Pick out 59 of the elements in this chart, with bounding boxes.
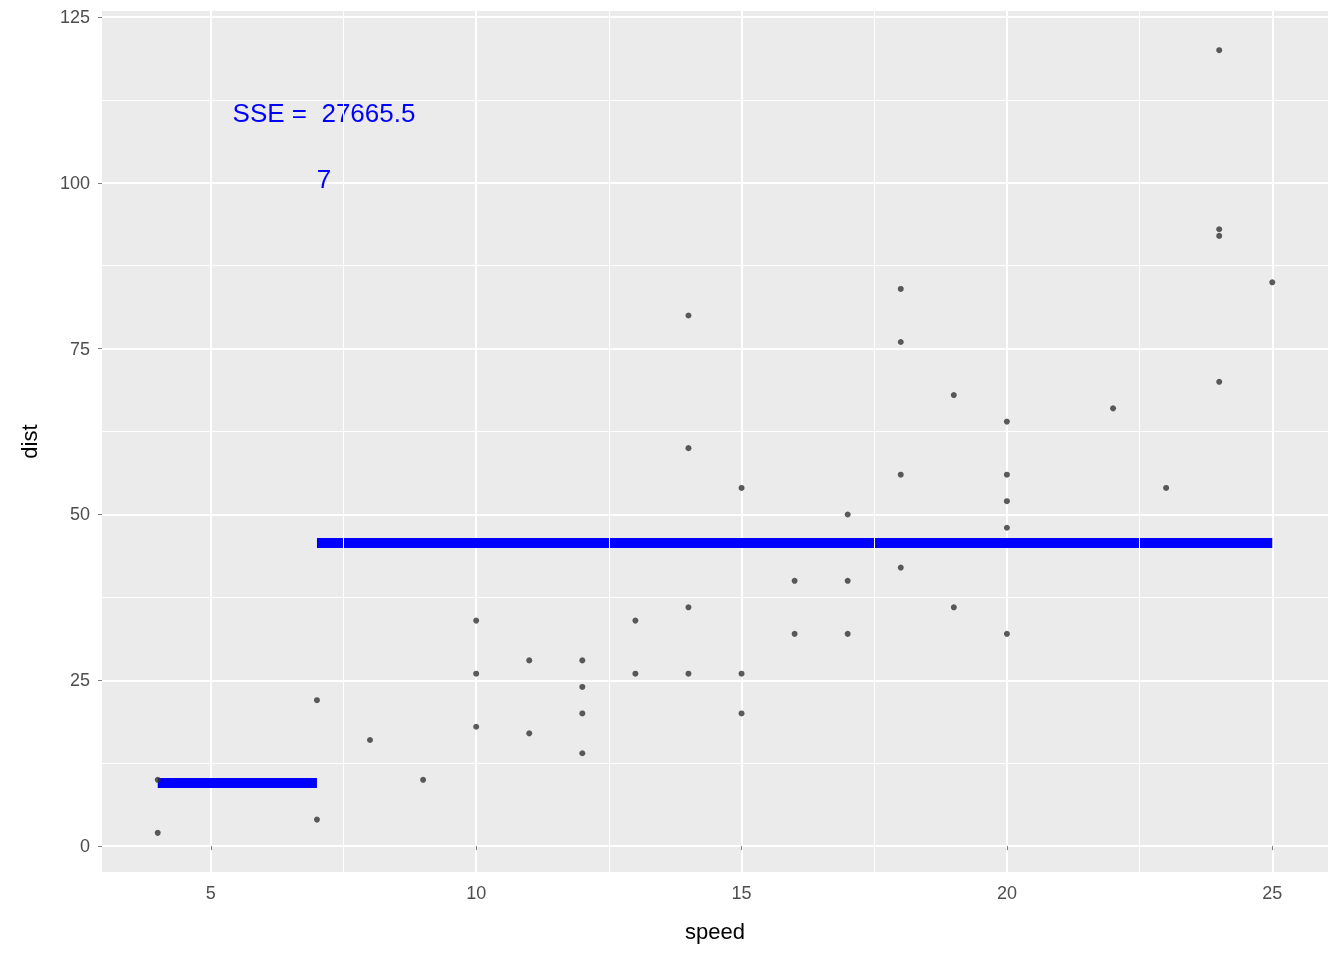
y-tick-label: 125 [59,7,90,27]
point [1003,630,1010,637]
point [1003,498,1010,505]
y-tick-label: 100 [59,172,90,193]
point [632,670,639,677]
point [897,564,904,571]
point [1003,524,1010,531]
point [473,723,480,730]
point [1216,226,1223,233]
point [473,617,480,624]
point [1216,232,1223,239]
annotation: 7 [316,164,332,195]
point [1003,418,1010,425]
point [1163,484,1170,491]
point [526,730,533,737]
point [420,776,427,783]
point [1216,378,1223,385]
point [579,750,586,757]
x-tick-label: 25 [1262,883,1283,903]
point [632,617,639,624]
point [154,776,161,783]
point [579,657,586,664]
point [844,577,851,584]
point [685,604,692,611]
x-tick-label: 10 [466,883,487,903]
x-tick-label: 5 [205,883,216,903]
point [526,657,533,664]
x-tick-label: 20 [996,883,1017,903]
point [685,670,692,677]
x-axis-title: speed [685,918,745,944]
point [738,710,745,717]
point [313,816,320,823]
point [313,697,320,704]
point [1216,47,1223,54]
point [791,577,798,584]
point [897,285,904,292]
point [950,604,957,611]
y-tick-label: 50 [69,504,90,525]
point [1269,279,1276,286]
y-tick-label: 25 [69,670,90,691]
point [897,471,904,478]
point [791,630,798,637]
point [844,630,851,637]
y-tick-label: 75 [69,338,90,359]
point [738,484,745,491]
point [950,392,957,399]
point [685,445,692,452]
y-tick-label: 0 [79,836,90,857]
y-axis-title: dist [16,424,42,459]
point [1003,471,1010,478]
point [367,737,374,743]
point [473,670,480,677]
annotation: SSE = 27665.5 [232,98,416,129]
point [154,829,161,836]
point [1110,405,1117,412]
x-tick-label: 15 [731,883,752,903]
point [579,683,586,690]
point [897,339,904,346]
point [685,312,692,319]
